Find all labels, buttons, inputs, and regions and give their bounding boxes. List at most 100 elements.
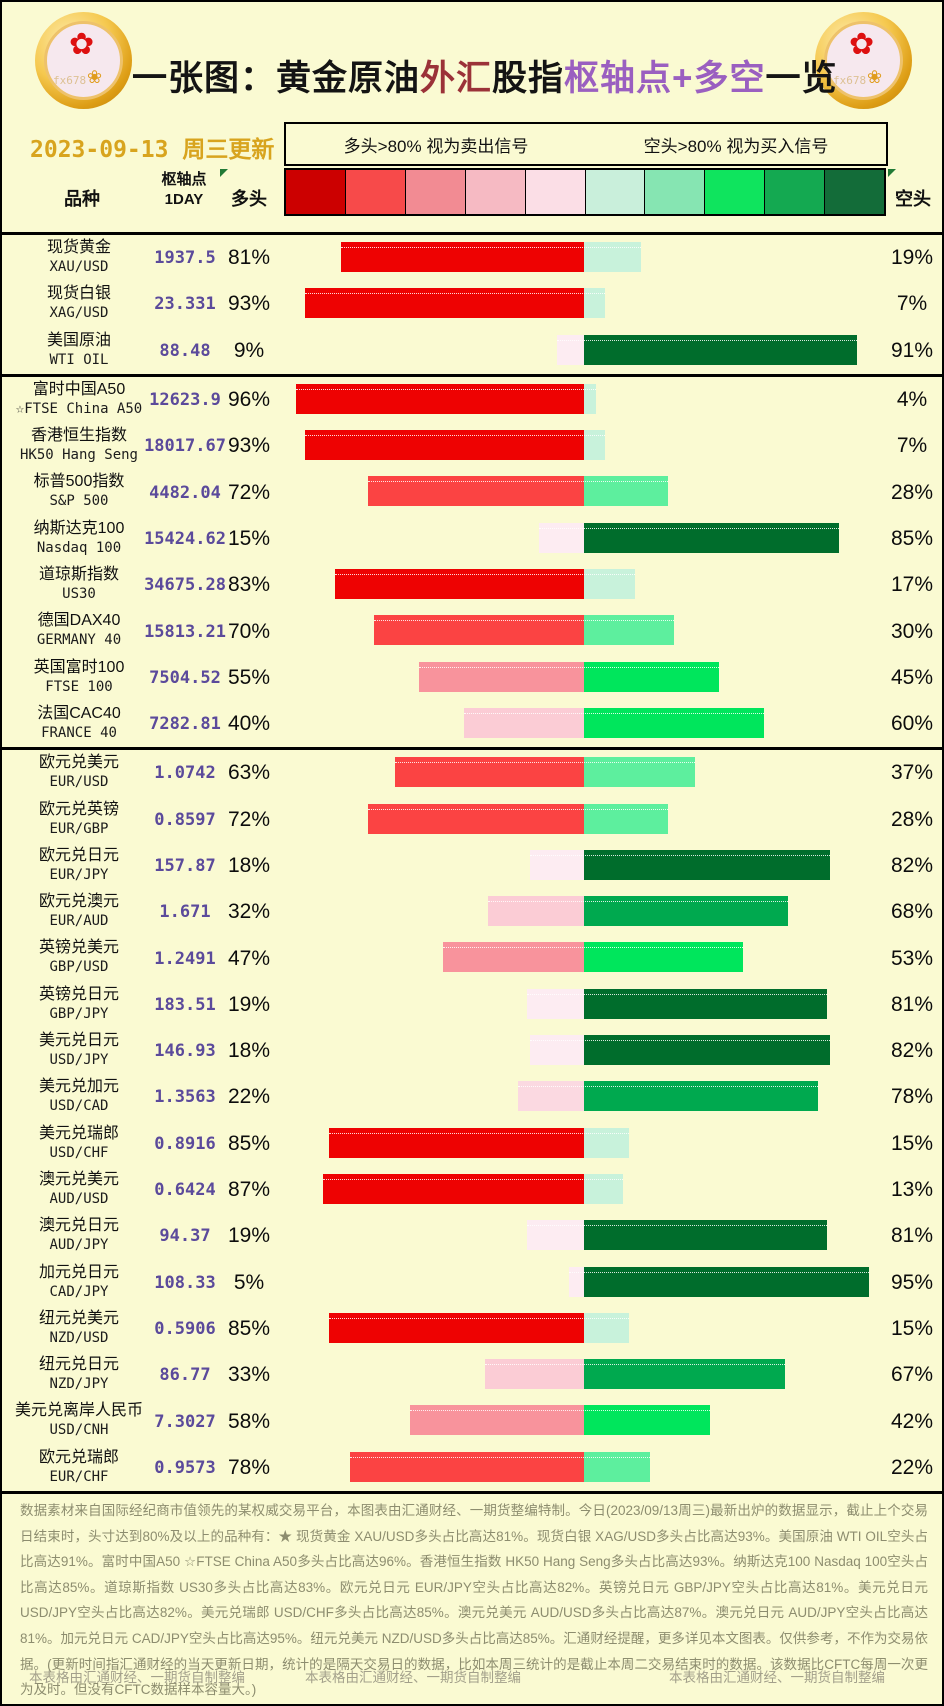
bar-dotted-line [368, 481, 668, 483]
bar-dotted-line [410, 1410, 710, 1412]
table-row: 英国富时100 FTSE 100 7504.52 55% 45% [2, 655, 942, 701]
scale-swatch [525, 170, 586, 214]
bar-dotted-line [341, 247, 641, 248]
instrument-name-cn: 香港恒生指数 [30, 427, 127, 445]
long-short-bar [284, 281, 884, 327]
instrument-code: USD/CAD [49, 1098, 109, 1115]
pivot-value: 0.8597 [154, 809, 216, 830]
short-percent: 42% [890, 1409, 934, 1433]
pivot-value: 7.3027 [154, 1411, 216, 1432]
table-row: 欧元兑瑞郎 EUR/CHF 0.9573 78% 22% [2, 1445, 942, 1491]
long-percent: 85% [227, 1131, 271, 1155]
column-header-short: 空头 [895, 189, 931, 209]
instrument-code: USD/CNH [49, 1422, 109, 1439]
instrument-name-cn: 现货黄金 [46, 239, 111, 256]
pivot-value: 4482.04 [149, 482, 221, 503]
long-percent: 19% [227, 992, 271, 1016]
legend-long-rule: 多头>80% 视为卖出信号 [343, 136, 529, 156]
long-percent: 58% [227, 1409, 271, 1433]
instrument-name: 澳元兑美元 AUD/USD [8, 1170, 150, 1212]
column-header-long: 多头 [231, 189, 267, 209]
instrument-name-cn: 富时中国A50 [32, 380, 126, 398]
long-percent: 40% [227, 712, 271, 736]
pivot-value: 183.51 [154, 994, 216, 1015]
table-row: 美元兑离岸人民币 USD/CNH 7.3027 58% 42% [2, 1398, 942, 1444]
bar-dotted-line [374, 620, 674, 622]
long-percent: 9% [233, 338, 265, 362]
long-short-bar [284, 982, 884, 1028]
short-percent: 81% [890, 992, 934, 1016]
instrument-group: 富时中国A50 ☆FTSE China A50 12623.9 96% 4% 香港恒生指数… [2, 377, 942, 751]
long-percent: 55% [227, 665, 271, 689]
long-percent: 85% [227, 1316, 271, 1340]
table-row: 美元兑瑞郎 USD/CHF 0.8916 85% 15% [2, 1121, 942, 1167]
gold-coin-logo-left: ✿ ❀ fx678 [35, 12, 132, 109]
table-row: 欧元兑日元 EUR/JPY 157.87 18% 82% [2, 843, 942, 889]
long-short-bar [284, 1260, 884, 1306]
instrument-name: 欧元兑英镑 EUR/GBP [8, 800, 150, 842]
instrument-name-cn: 欧元兑日元 [38, 846, 119, 864]
long-short-bar [284, 1306, 884, 1352]
short-percent: 7% [896, 434, 928, 458]
short-percent: 7% [896, 292, 928, 316]
long-short-bar [284, 750, 884, 796]
long-percent: 18% [227, 854, 271, 877]
table-row: 富时中国A50 ☆FTSE China A50 12623.9 96% 4% [2, 377, 942, 423]
instrument-name-cn: 法国CAC40 [37, 704, 121, 722]
instrument-name-cn: 英国富时100 [33, 658, 125, 676]
instrument-code: NZD/JPY [49, 1376, 109, 1393]
update-date: 2023-09-13 周三更新 [30, 137, 275, 163]
instrument-code: EUR/JPY [49, 866, 109, 883]
instrument-code: AUD/JPY [49, 1237, 109, 1254]
red-flower-icon: ✿ [849, 28, 875, 61]
short-bar [584, 383, 596, 414]
instrument-name: 现货白银 XAG/USD [8, 284, 150, 326]
instrument-name: 美元兑离岸人民币 USD/CNH [8, 1401, 150, 1443]
gold-coin-logo-right: ✿ ❀ fx678 [815, 12, 912, 109]
red-flower-icon: ✿ [69, 28, 95, 61]
bar-dotted-line [530, 854, 830, 856]
long-short-bar [284, 889, 884, 935]
long-short-bar [284, 1028, 884, 1074]
scale-swatch [345, 170, 406, 214]
pivot-value: 94.37 [159, 1226, 211, 1247]
instrument-name: 英镑兑美元 GBP/USD [8, 938, 150, 980]
instrument-name-cn: 现货白银 [46, 285, 111, 303]
instrument-name-cn: 纽元兑美元 [38, 1309, 119, 1327]
instrument-name: 美元兑瑞郎 USD/CHF [8, 1124, 150, 1166]
long-percent: 93% [227, 434, 271, 458]
pivot-value: 146.93 [154, 1041, 216, 1062]
bar-dotted-line [329, 1132, 629, 1134]
pivot-value: 86.77 [159, 1365, 211, 1386]
sentiment-color-scale [284, 168, 886, 216]
instrument-code: EUR/GBP [49, 820, 109, 837]
instrument-name-cn: 美国原油 [46, 331, 111, 349]
pivot-value: 7504.52 [149, 667, 221, 688]
long-percent: 32% [227, 900, 271, 924]
long-short-bar [284, 1352, 884, 1398]
instrument-name: 加元兑日元 CAD/JPY [8, 1263, 150, 1305]
instrument-code: US30 [62, 586, 96, 603]
instrument-code: ☆FTSE China A50 [15, 400, 143, 417]
pivot-value: 15424.62 [144, 528, 226, 549]
instrument-name-cn: 欧元兑澳元 [38, 893, 119, 911]
instrument-code: FTSE 100 [45, 678, 113, 695]
table-row: 欧元兑美元 EUR/USD 1.0742 63% 37% [2, 750, 942, 796]
long-short-bar [284, 655, 884, 701]
short-percent: 19% [890, 246, 934, 270]
scale-swatch [645, 170, 706, 214]
long-percent: 72% [227, 807, 271, 831]
pivot-value: 1.3563 [154, 1087, 216, 1108]
table-row: 法国CAC40 FRANCE 40 7282.81 40% 60% [2, 701, 942, 747]
short-percent: 15% [890, 1316, 934, 1340]
short-percent: 85% [890, 526, 934, 550]
bar-dotted-line [443, 947, 743, 949]
gold-sprig-icon: ❀ [87, 67, 103, 87]
table-row: 美元兑日元 USD/JPY 146.93 18% 82% [2, 1028, 942, 1074]
scale-swatch [286, 170, 346, 214]
sentiment-table: 现货黄金 XAU/USD 1937.5 81% 19% 现货白银 XAG/USD 23.331… [2, 232, 942, 1495]
instrument-name: 现货黄金 XAU/USD [8, 238, 150, 280]
title-segment: 一张图：黄金原油 [132, 59, 421, 98]
short-percent: 17% [890, 573, 934, 597]
coin-face: ✿ ❀ fx678 [824, 21, 903, 100]
